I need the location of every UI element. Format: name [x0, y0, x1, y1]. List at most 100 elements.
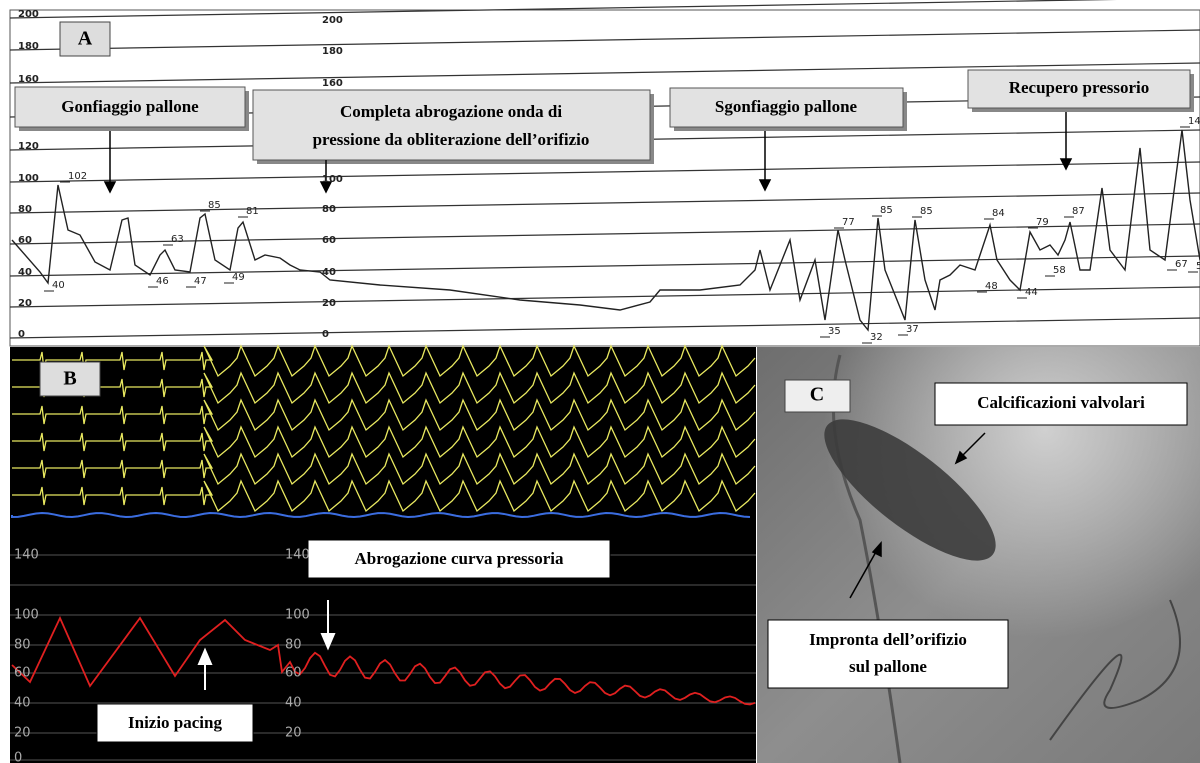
- pressure-trace: [11, 129, 1200, 332]
- grid-line: [9, 255, 1200, 277]
- y-tick-label: 200: [322, 15, 343, 26]
- callout: Inizio pacing: [128, 713, 222, 732]
- peak-label: 5: [1196, 261, 1200, 272]
- peak-label: 35: [828, 326, 841, 337]
- callout: sul pallone: [849, 657, 927, 676]
- peak-label: 32: [870, 332, 883, 343]
- peak-label: 79: [1036, 217, 1049, 228]
- y-tick-label: 40: [285, 696, 302, 711]
- peak-label: 48: [985, 281, 998, 292]
- y-tick-label: 0: [14, 751, 22, 763]
- callout: Impronta dell’orifizio: [809, 630, 967, 649]
- baseline-trace: [11, 511, 751, 519]
- balloon: [824, 419, 996, 561]
- panel-label-box: [784, 379, 851, 413]
- peak-label: 37: [906, 324, 919, 335]
- panel-b: B Abrogazione curva pressoria Inizio pac…: [10, 344, 756, 763]
- panel-label: B: [63, 368, 76, 390]
- callout-box: [252, 89, 651, 161]
- peak-label: 102: [68, 171, 87, 182]
- y-tick-label: 140: [285, 548, 310, 563]
- callout-box: [934, 382, 1188, 426]
- panel-label: C: [810, 384, 824, 406]
- callout: Abrogazione curva pressoria: [354, 549, 564, 568]
- grid-line: [9, 223, 1200, 245]
- peak-label: 44: [1025, 287, 1038, 298]
- callout: Recupero pressorio: [1009, 78, 1150, 97]
- peak-label: 46: [156, 276, 169, 287]
- panel-a-frame: [9, 9, 1200, 347]
- y-tick-label: 40: [18, 267, 32, 278]
- arrows: [197, 600, 336, 690]
- y-tick-label: 20: [14, 726, 31, 741]
- peak-label: 49: [232, 272, 245, 283]
- peak-label: 63: [171, 234, 184, 245]
- y-tick-label: 160: [322, 78, 343, 89]
- arrows: [849, 432, 986, 599]
- y-tick-label: 180: [322, 46, 343, 57]
- y-tick-label: 120: [18, 141, 39, 152]
- y-tick-label: 20: [322, 298, 336, 309]
- y-tick-label: 20: [285, 726, 302, 741]
- ecg-trace: [12, 479, 756, 513]
- panel-a: 102 40 85 81 63 46 47 49 77 85 85 35 32 37 84 48 79 87 58 4…: [9, 0, 1200, 347]
- panel-c: C Calcificazioni valvolari Impronta dell…: [757, 347, 1200, 763]
- arrows: [103, 112, 1073, 194]
- panel-label-box: [59, 21, 111, 57]
- ecg-trace: [12, 425, 756, 459]
- y-tick-label: 40: [322, 267, 336, 278]
- ecg-trace: [12, 452, 756, 486]
- ecg-trace: [12, 398, 756, 432]
- y-tick-label: 40: [14, 696, 31, 711]
- y-tick-label: 180: [18, 41, 39, 52]
- y-tick-label: 200: [18, 9, 39, 20]
- y-tick-label: 140: [14, 548, 39, 563]
- y-tick-label: 100: [322, 174, 343, 185]
- peak-label: 40: [52, 280, 65, 291]
- pressure-trace: [11, 615, 756, 706]
- callout: Sgonfiaggio pallone: [715, 97, 858, 116]
- y-tick-label: 60: [322, 235, 336, 246]
- peak-label: 67: [1175, 259, 1188, 270]
- peak-label: 77: [842, 217, 855, 228]
- callout-box: [669, 87, 904, 128]
- peak-label: 47: [194, 276, 207, 287]
- grid-line: [9, 317, 1200, 339]
- peak-label: 81: [246, 206, 259, 217]
- y-tick-label: 80: [285, 638, 302, 653]
- callout-box: [96, 703, 254, 743]
- y-tick-label: 20: [18, 298, 32, 309]
- ecg-trace: [12, 371, 756, 405]
- panel-label-box: [39, 361, 101, 397]
- grid-line: [9, 192, 1200, 214]
- y-tick-label: 100: [285, 608, 310, 623]
- y-tick-label: 80: [18, 204, 32, 215]
- peak-label: 85: [920, 206, 933, 217]
- peak-label: 146: [1188, 116, 1200, 127]
- ecg-trace: [12, 344, 756, 378]
- panel-label: A: [78, 28, 93, 50]
- y-tick-label: 60: [285, 666, 302, 681]
- peak-label: 85: [880, 205, 893, 216]
- callout: Gonfiaggio pallone: [61, 97, 199, 116]
- grid-line: [9, 0, 1117, 19]
- y-tick-label: 100: [14, 608, 39, 623]
- peak-label: 85: [208, 200, 221, 211]
- callout: pressione da obliterazione dell’orifizio: [313, 130, 590, 149]
- peak-label: 58: [1053, 265, 1066, 276]
- callout: Completa abrogazione onda di: [340, 102, 562, 121]
- y-tick-label: 0: [322, 329, 329, 340]
- callout-box: [767, 619, 1009, 689]
- y-tick-label: 60: [18, 235, 32, 246]
- callout-box: [14, 86, 246, 128]
- y-tick-label: 0: [18, 329, 25, 340]
- y-tick-label: 60: [14, 666, 31, 681]
- guidewire: [1049, 599, 1181, 741]
- peak-label: 87: [1072, 206, 1085, 217]
- peak-label: 84: [992, 208, 1005, 219]
- callout: Calcificazioni valvolari: [977, 393, 1145, 412]
- callout-box: [967, 69, 1191, 109]
- y-tick-label: 80: [322, 204, 336, 215]
- grid-line: [9, 62, 1200, 84]
